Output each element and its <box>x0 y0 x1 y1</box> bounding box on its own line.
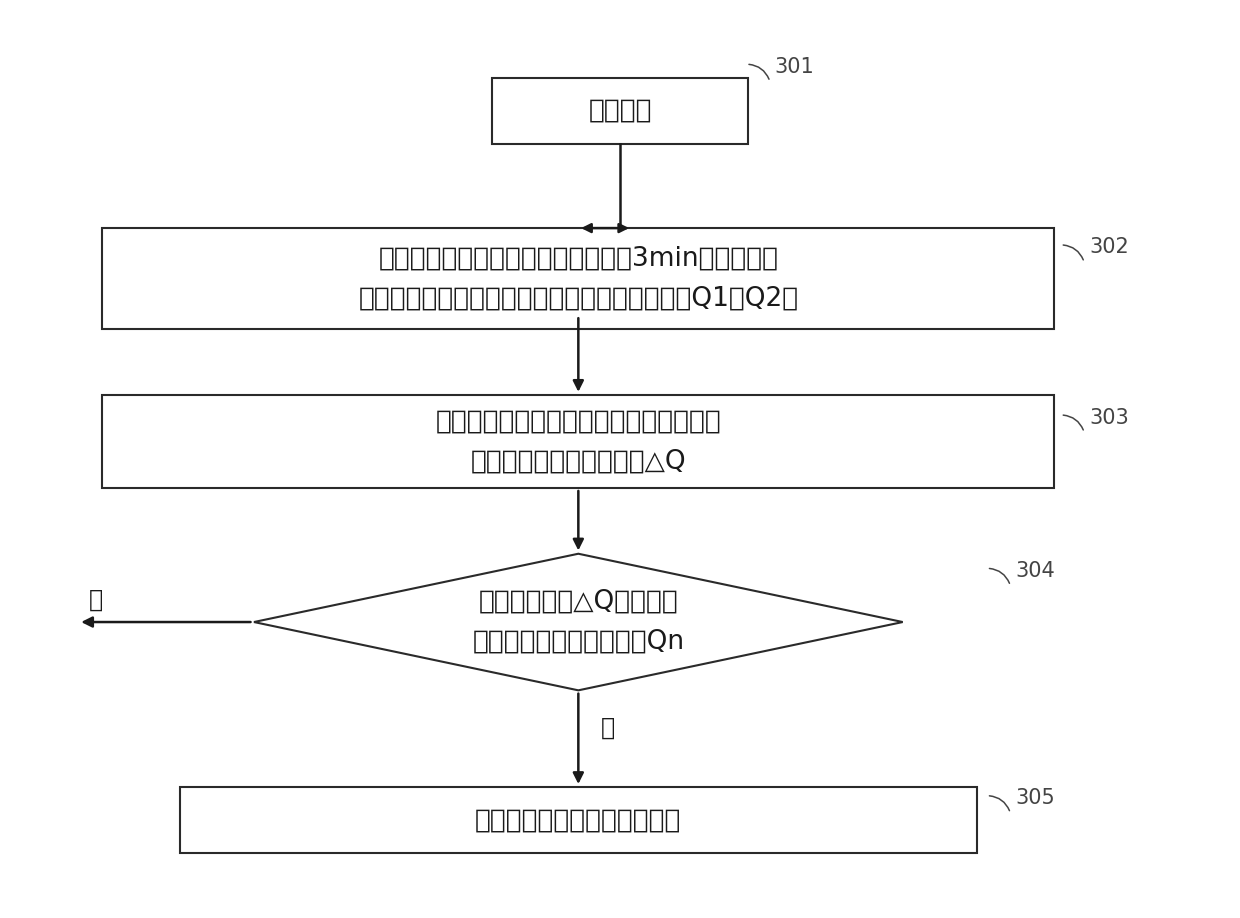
Text: 检测第一输氢管路和第二输氢管路在3min内的流量，
得到第一输氢管路和第二输氢管路的流量均值（Q1，Q2）: 检测第一输氢管路和第二输氢管路在3min内的流量， 得到第一输氢管路和第二输氢管… <box>358 245 799 311</box>
Text: 空调停机，并向用户发出报警: 空调停机，并向用户发出报警 <box>475 807 682 834</box>
FancyBboxPatch shape <box>180 788 977 854</box>
Polygon shape <box>254 554 903 690</box>
Text: 301: 301 <box>775 57 815 77</box>
FancyBboxPatch shape <box>492 78 748 144</box>
Text: 305: 305 <box>1016 789 1055 808</box>
Text: 判断流量差值△Q是否大于
或等于预设的流量偏差值Qn: 判断流量差值△Q是否大于 或等于预设的流量偏差值Qn <box>472 589 684 655</box>
Text: 计算得到第一输氢管路和第二输氢管路的
流量均值之间的流量差值△Q: 计算得到第一输氢管路和第二输氢管路的 流量均值之间的流量差值△Q <box>435 409 722 475</box>
FancyBboxPatch shape <box>102 228 1054 329</box>
Text: 是: 是 <box>601 716 615 740</box>
Text: 303: 303 <box>1089 408 1128 428</box>
Text: 304: 304 <box>1016 561 1055 581</box>
Text: 否: 否 <box>89 588 103 612</box>
Text: 302: 302 <box>1089 238 1128 257</box>
Text: 空调运行: 空调运行 <box>588 98 652 124</box>
FancyBboxPatch shape <box>102 395 1054 487</box>
